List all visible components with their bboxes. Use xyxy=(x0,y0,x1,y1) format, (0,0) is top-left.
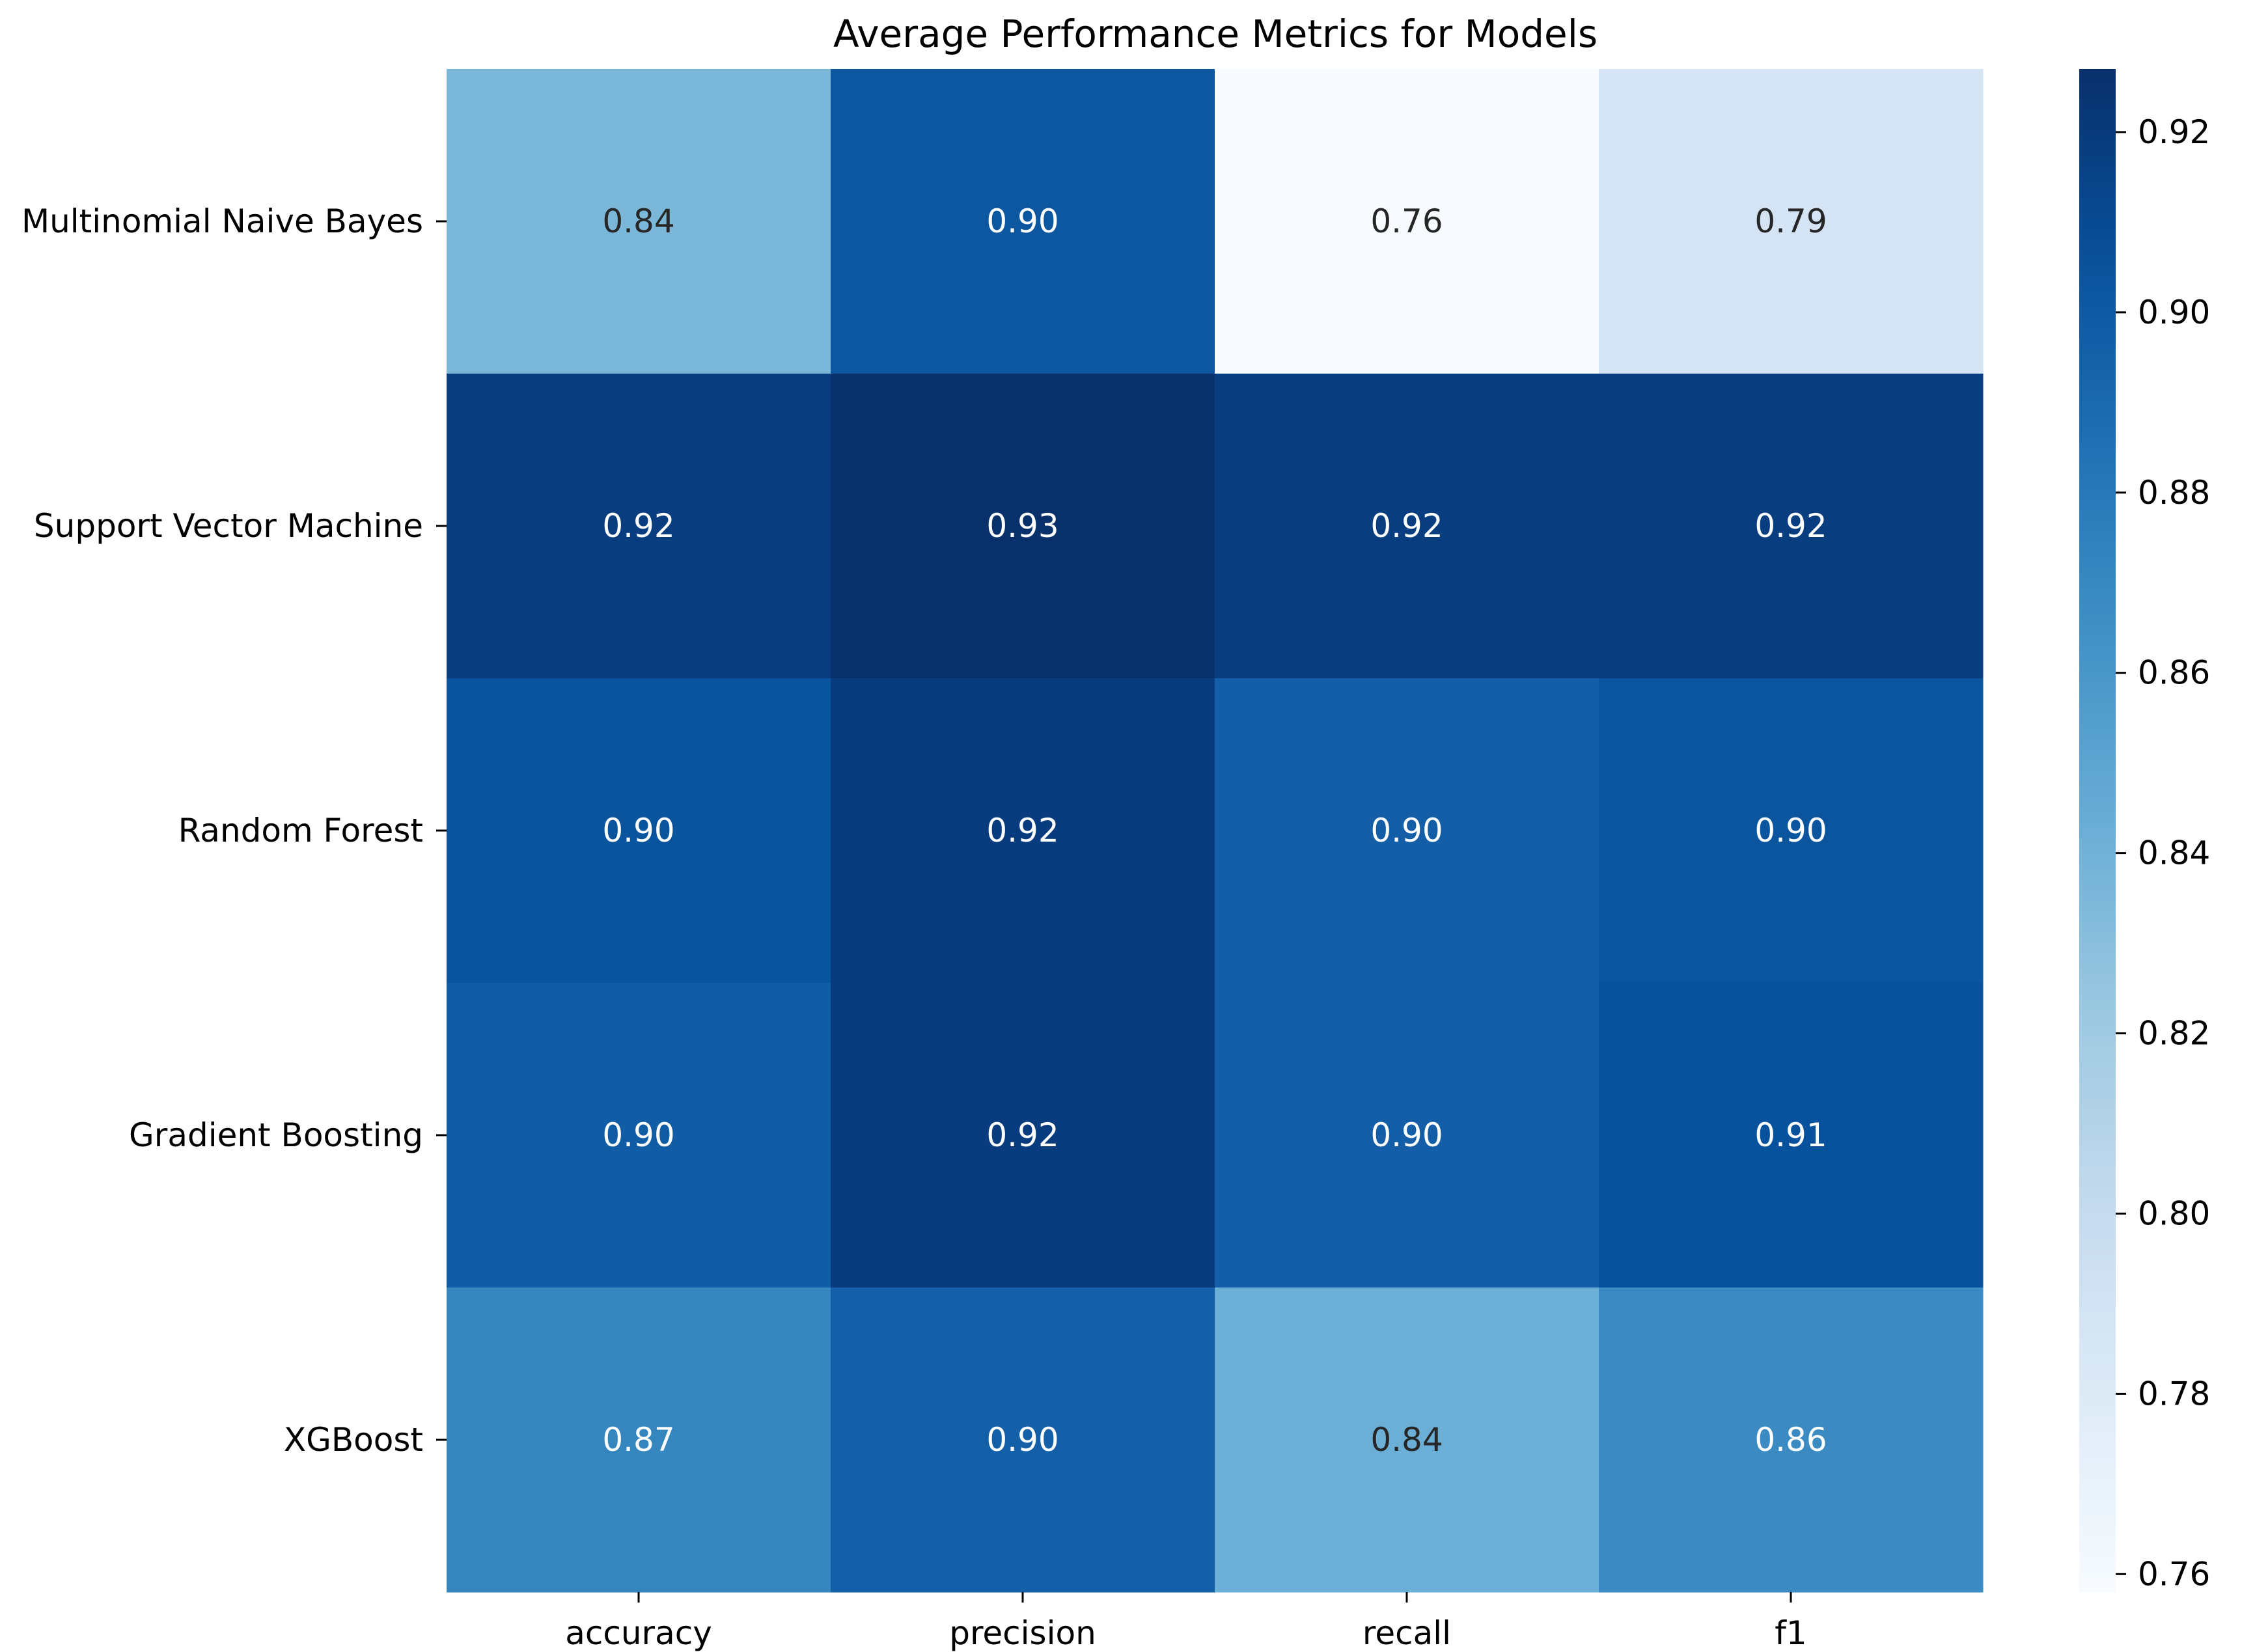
colorbar-tick-label: 0.88 xyxy=(2138,474,2210,512)
x-tick-label: f1 xyxy=(1775,1614,1806,1652)
colorbar-tick-label: 0.80 xyxy=(2138,1194,2210,1232)
heatmap-cell-label: 0.90 xyxy=(986,1421,1058,1459)
heatmap-cell-label: 0.91 xyxy=(1754,1116,1827,1154)
heatmap-cell-label: 0.90 xyxy=(1754,812,1827,849)
heatmap-cell-label: 0.92 xyxy=(1370,507,1443,545)
heatmap-cell xyxy=(831,69,1215,374)
heatmap-cell-label: 0.90 xyxy=(1370,812,1443,849)
heatmap-cell xyxy=(831,1287,1215,1593)
y-tick-label: Random Forest xyxy=(178,812,423,849)
y-axis: Multinomial Naive Bayes Support Vector Ma… xyxy=(21,202,447,1459)
heatmap-cell xyxy=(1215,69,1599,374)
heatmap-cell xyxy=(1215,374,1599,679)
colorbar-gradient xyxy=(2079,69,2116,1592)
heatmap-cell xyxy=(1599,1287,1984,1593)
heatmap-cell xyxy=(1599,374,1984,679)
heatmap-cell xyxy=(831,983,1215,1288)
heatmap-cell xyxy=(1599,678,1984,984)
heatmap-cell-label: 0.90 xyxy=(602,1116,674,1154)
heatmap-cell-label: 0.87 xyxy=(602,1421,674,1459)
colorbar-tick-label: 0.76 xyxy=(2138,1555,2210,1593)
heatmap-cell-label: 0.90 xyxy=(602,812,674,849)
heatmap-cell xyxy=(447,374,831,679)
heatmap-cell-label: 0.90 xyxy=(986,202,1058,240)
x-tick-label: precision xyxy=(949,1614,1096,1652)
heatmap-cell-label: 0.92 xyxy=(602,507,674,545)
heatmap-cell-label: 0.92 xyxy=(986,812,1058,849)
colorbar-tick-label: 0.78 xyxy=(2138,1375,2210,1412)
heatmap-cell xyxy=(1215,1287,1599,1593)
colorbar-tick-label: 0.92 xyxy=(2138,113,2210,151)
heatmap-cell xyxy=(1599,69,1984,374)
heatmap-cell-label: 0.76 xyxy=(1370,202,1443,240)
heatmap-cell xyxy=(831,678,1215,984)
heatmap-cell-label: 0.84 xyxy=(1370,1421,1443,1459)
x-axis: accuracy precision recall f1 xyxy=(565,1592,1807,1652)
x-tick-label: accuracy xyxy=(565,1614,712,1652)
colorbar-tick-label: 0.84 xyxy=(2138,834,2210,872)
chart-title: Average Performance Metrics for Models xyxy=(833,12,1598,56)
heatmap-cells xyxy=(447,69,1984,1593)
heatmap-cell-label: 0.84 xyxy=(602,202,674,240)
heatmap-cell-label: 0.90 xyxy=(1370,1116,1443,1154)
y-tick-label: Support Vector Machine xyxy=(34,507,423,545)
heatmap-cell xyxy=(447,983,831,1288)
colorbar-tick-label: 0.82 xyxy=(2138,1015,2210,1053)
heatmap-cell-label: 0.86 xyxy=(1754,1421,1827,1459)
heatmap-cell xyxy=(1215,678,1599,984)
heatmap-cell xyxy=(447,1287,831,1593)
colorbar: 0.76 0.78 0.80 0.82 0.84 0.86 0.88 0.90 0.92 xyxy=(2079,69,2210,1593)
colorbar-tick-label: 0.90 xyxy=(2138,294,2210,331)
heatmap-cell xyxy=(447,678,831,984)
heatmap-cell-labels: 0.84 0.90 0.76 0.79 0.92 0.93 0.92 0.92 0.90 0.92… xyxy=(602,202,1827,1459)
heatmap-cell-label: 0.92 xyxy=(986,1116,1058,1154)
x-tick-label: recall xyxy=(1363,1614,1451,1652)
heatmap-cell xyxy=(831,374,1215,679)
heatmap-cell xyxy=(1215,983,1599,1288)
y-tick-label: Gradient Boosting xyxy=(129,1116,423,1154)
heatmap-cell-label: 0.79 xyxy=(1754,202,1827,240)
heatmap-cell-label: 0.92 xyxy=(1754,507,1827,545)
colorbar-tick-label: 0.86 xyxy=(2138,654,2210,692)
heatmap-cell xyxy=(447,69,831,374)
y-tick-label: Multinomial Naive Bayes xyxy=(21,202,423,240)
heatmap-cell-label: 0.93 xyxy=(986,507,1058,545)
heatmap-cell xyxy=(1599,983,1984,1288)
y-tick-label: XGBoost xyxy=(284,1421,423,1459)
